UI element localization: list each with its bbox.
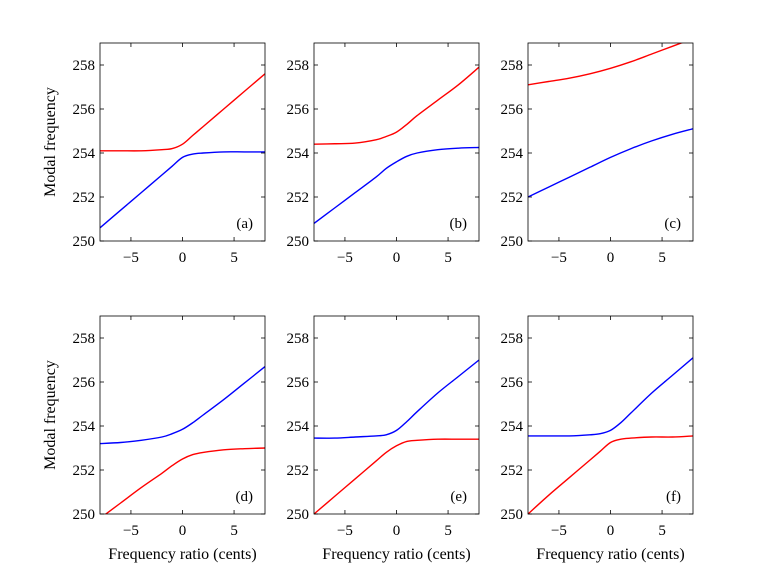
y-tick-label: 258 bbox=[287, 331, 310, 347]
panel-label: (e) bbox=[450, 489, 467, 505]
y-tick-label: 254 bbox=[73, 419, 96, 435]
y-tick-label: 258 bbox=[287, 58, 310, 74]
y-tick-label: 250 bbox=[73, 234, 96, 250]
x-tick-label: −5 bbox=[337, 523, 353, 539]
x-tick-label: 5 bbox=[230, 523, 238, 539]
x-tick-label: 0 bbox=[179, 250, 187, 266]
y-tick-label: 254 bbox=[501, 146, 524, 162]
red-series-line bbox=[314, 438, 479, 514]
y-tick-label: 250 bbox=[287, 234, 310, 250]
y-tick-label: 252 bbox=[73, 190, 96, 206]
y-tick-label: 258 bbox=[501, 331, 524, 347]
y-tick-label: 258 bbox=[73, 331, 96, 347]
x-tick-label: 5 bbox=[444, 250, 452, 266]
x-tick-label: 5 bbox=[444, 523, 452, 539]
x-tick-label: 0 bbox=[607, 523, 615, 539]
y-tick-label: 256 bbox=[287, 102, 310, 118]
blue-series-line bbox=[314, 359, 479, 439]
x-tick-label: −5 bbox=[551, 523, 567, 539]
y-tick-label: 252 bbox=[287, 190, 310, 206]
x-tick-label: −5 bbox=[337, 250, 353, 266]
red-series-line bbox=[528, 435, 693, 514]
y-tick-label: 254 bbox=[287, 146, 310, 162]
axes-frame bbox=[99, 42, 266, 242]
y-tick-label: 252 bbox=[287, 463, 310, 479]
y-tick-label: 252 bbox=[501, 190, 524, 206]
y-tick-label: 252 bbox=[501, 463, 524, 479]
y-tick-label: 254 bbox=[73, 146, 96, 162]
y-tick-label: 250 bbox=[73, 507, 96, 523]
y-tick-label: 256 bbox=[73, 102, 96, 118]
x-axis-label: Frequency ratio (cents) bbox=[536, 546, 684, 563]
x-tick-label: 5 bbox=[230, 250, 238, 266]
x-axis-label: Frequency ratio (cents) bbox=[322, 546, 470, 563]
chart-panel: 250 252 254 256 258 −5 0 5 (f) Frequency ratio (c… bbox=[501, 315, 694, 563]
chart-panel: 250 252 254 256 258 −5 0 5 (a) Modal frequency bbox=[42, 42, 266, 266]
x-tick-label: 0 bbox=[179, 523, 187, 539]
y-tick-label: 258 bbox=[73, 58, 96, 74]
y-tick-label: 254 bbox=[287, 419, 310, 435]
blue-series-line bbox=[528, 128, 693, 198]
red-series-line bbox=[528, 43, 684, 86]
x-tick-label: −5 bbox=[123, 250, 139, 266]
y-tick-label: 256 bbox=[73, 375, 96, 391]
red-series-line bbox=[100, 73, 265, 152]
x-tick-label: −5 bbox=[551, 250, 567, 266]
y-tick-label: 254 bbox=[501, 419, 524, 435]
panel-label: (f) bbox=[666, 489, 681, 505]
blue-series-line bbox=[100, 366, 265, 445]
panel-label: (c) bbox=[664, 216, 681, 232]
x-tick-label: 0 bbox=[607, 250, 615, 266]
axes-frame bbox=[99, 315, 266, 515]
y-tick-label: 250 bbox=[287, 507, 310, 523]
x-tick-label: 5 bbox=[658, 523, 666, 539]
y-axis-label: Modal frequency bbox=[42, 360, 59, 470]
x-tick-label: 5 bbox=[658, 250, 666, 266]
red-series-line bbox=[104, 447, 265, 514]
x-tick-label: 0 bbox=[393, 523, 401, 539]
x-tick-label: −5 bbox=[123, 523, 139, 539]
y-tick-label: 250 bbox=[501, 507, 524, 523]
panel-label: (d) bbox=[236, 489, 254, 505]
panel-label: (a) bbox=[236, 216, 253, 232]
y-axis-label: Modal frequency bbox=[42, 87, 59, 197]
x-axis-label: Frequency ratio (cents) bbox=[108, 546, 256, 563]
axes-frame bbox=[527, 315, 694, 515]
chart-panel: 250 252 254 256 258 −5 0 5 (c) bbox=[501, 42, 694, 266]
y-tick-label: 258 bbox=[501, 58, 524, 74]
y-tick-label: 256 bbox=[501, 102, 524, 118]
x-tick-label: 0 bbox=[393, 250, 401, 266]
chart-panel: 250 252 254 256 258 −5 0 5 (e) Frequency ratio (c… bbox=[287, 315, 480, 563]
axes-frame bbox=[527, 42, 694, 242]
blue-series-line bbox=[314, 146, 479, 224]
y-tick-label: 252 bbox=[73, 463, 96, 479]
y-tick-label: 250 bbox=[501, 234, 524, 250]
panel-label: (b) bbox=[450, 216, 468, 232]
blue-series-line bbox=[528, 357, 693, 437]
y-tick-label: 256 bbox=[501, 375, 524, 391]
chart-panel: 250 252 254 256 258 −5 0 5 (b) bbox=[287, 42, 480, 266]
axes-frame bbox=[313, 315, 480, 515]
y-tick-label: 256 bbox=[287, 375, 310, 391]
blue-series-line bbox=[100, 151, 265, 229]
axes-frame bbox=[313, 42, 480, 242]
chart-panel: 250 252 254 256 258 −5 0 5 (d) Modal frequency Fre… bbox=[42, 315, 266, 563]
red-series-line bbox=[314, 66, 479, 145]
